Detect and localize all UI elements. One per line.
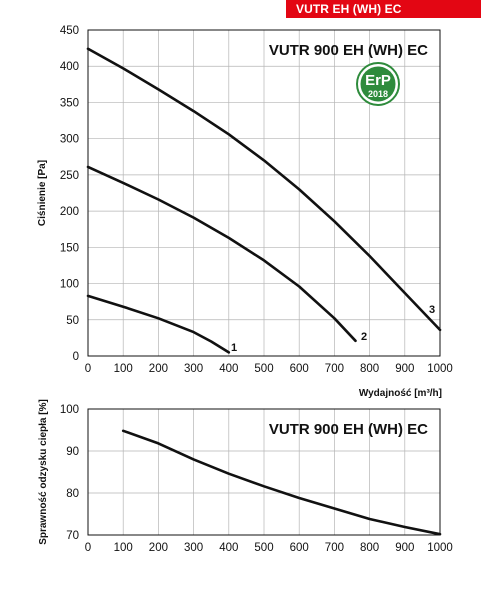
efficiency-x-tick-label: 600	[290, 542, 309, 554]
pressure-x-tick-label: 100	[114, 363, 133, 375]
pressure-chart-x-ticks: 0 100 200 300 400 500 600 700 800 900 1000	[85, 363, 453, 375]
pressure-y-tick-label: 150	[60, 242, 79, 254]
pressure-y-tick-label: 100	[60, 279, 79, 291]
pressure-y-tick-label: 350	[60, 97, 79, 109]
efficiency-chart-y-axis-label: Sprawność odzysku ciepła [%]	[38, 399, 49, 545]
efficiency-x-tick-label: 0	[85, 542, 91, 554]
pressure-chart: 0 100 200 300 400 500 600 700 800 900 1000 0 50 100 1…	[37, 25, 453, 399]
efficiency-x-tick-label: 200	[149, 542, 168, 554]
pressure-y-tick-label: 300	[60, 134, 79, 146]
efficiency-y-tick-label: 100	[60, 404, 79, 416]
pressure-chart-curves	[86, 47, 442, 354]
pressure-y-tick-label: 250	[60, 170, 79, 182]
efficiency-chart: 0 100 200 300 400 500 600 700 800 900 1000 70 80 90 1…	[38, 399, 453, 554]
curve-label-3: 3	[429, 304, 435, 316]
efficiency-x-tick-label: 400	[219, 542, 238, 554]
pressure-chart-title: VUTR 900 EH (WH) EC	[269, 42, 428, 59]
pressure-x-tick-label: 400	[219, 363, 238, 375]
efficiency-y-tick-label: 90	[66, 446, 79, 458]
pressure-x-tick-label: 0	[85, 363, 91, 375]
efficiency-x-tick-label: 700	[325, 542, 344, 554]
pressure-x-tick-label: 600	[290, 363, 309, 375]
efficiency-chart-curves	[121, 429, 442, 536]
pressure-curve-2	[86, 165, 357, 343]
efficiency-curve-1	[121, 429, 442, 536]
pressure-curve-3	[86, 47, 442, 332]
pressure-chart-x-axis-label: Wydajność [m³/h]	[359, 388, 442, 399]
efficiency-x-tick-label: 100	[114, 542, 133, 554]
efficiency-y-tick-label: 70	[66, 530, 79, 542]
pressure-x-tick-label: 700	[325, 363, 344, 375]
erp-2018-badge: ErP 2018	[356, 62, 400, 106]
efficiency-x-tick-label: 1000	[427, 542, 453, 554]
efficiency-chart-frame	[87, 408, 441, 536]
erp-badge-disc	[360, 66, 396, 102]
pressure-chart-frame	[87, 29, 441, 357]
pressure-x-tick-label: 300	[184, 363, 203, 375]
pressure-chart-curve-labels: 1 2 3	[231, 304, 435, 354]
efficiency-chart-x-ticks: 0 100 200 300 400 500 600 700 800 900 1000	[85, 542, 453, 554]
pressure-y-tick-label: 200	[60, 206, 79, 218]
efficiency-x-tick-label: 500	[254, 542, 273, 554]
efficiency-x-tick-label: 900	[395, 542, 414, 554]
pressure-y-tick-label: 400	[60, 61, 79, 73]
pressure-y-tick-label: 450	[60, 25, 79, 37]
erp-badge-year: 2018	[368, 89, 388, 99]
pressure-y-tick-label: 50	[66, 315, 79, 327]
efficiency-y-tick-label: 80	[66, 488, 79, 500]
curve-label-2: 2	[361, 331, 367, 343]
erp-badge-label: ErP	[365, 72, 391, 89]
pressure-y-tick-label: 0	[73, 351, 79, 363]
pressure-x-tick-label: 800	[360, 363, 379, 375]
efficiency-chart-title: VUTR 900 EH (WH) EC	[269, 421, 428, 438]
efficiency-x-tick-label: 300	[184, 542, 203, 554]
efficiency-chart-y-ticks: 70 80 90 100	[60, 404, 79, 542]
pressure-chart-y-ticks: 0 50 100 150 200 250 300 350 400 450	[60, 25, 79, 363]
pressure-x-tick-label: 200	[149, 363, 168, 375]
pressure-chart-y-axis-label: Ciśnienie [Pa]	[37, 160, 48, 226]
pressure-curve-1	[86, 294, 231, 354]
curve-label-1: 1	[231, 342, 237, 354]
pressure-x-tick-label: 1000	[427, 363, 453, 375]
efficiency-x-tick-label: 800	[360, 542, 379, 554]
pressure-x-tick-label: 900	[395, 363, 414, 375]
product-badge: VUTR EH (WH) EC	[286, 0, 481, 18]
pressure-x-tick-label: 500	[254, 363, 273, 375]
